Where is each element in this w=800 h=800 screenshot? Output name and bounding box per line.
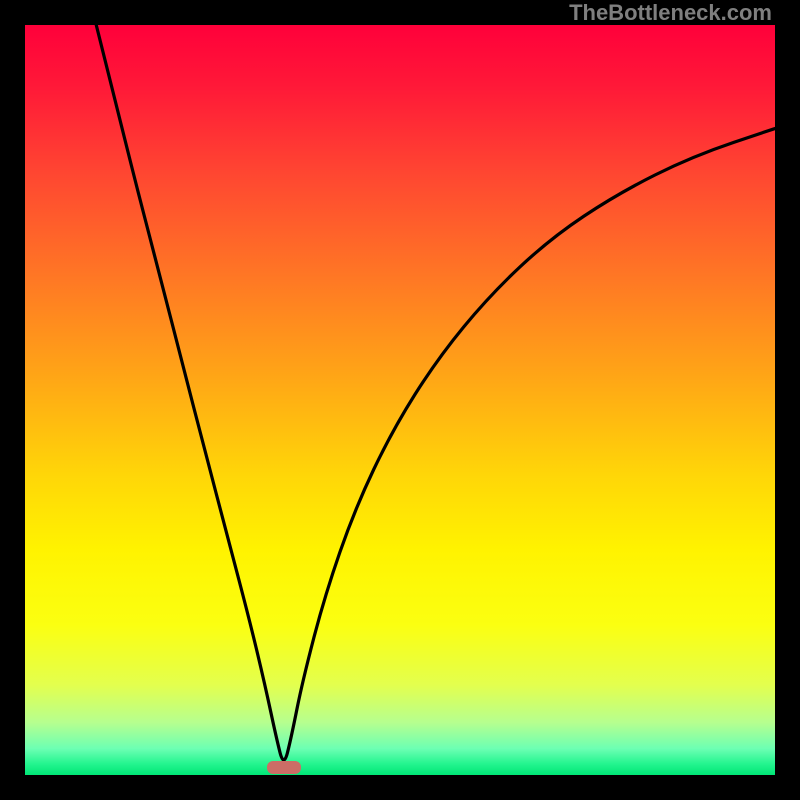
bottleneck-curve — [25, 25, 775, 775]
watermark-text: TheBottleneck.com — [569, 0, 772, 26]
chart-frame: TheBottleneck.com — [0, 0, 800, 800]
plot-area — [25, 25, 775, 775]
frame-border-right — [775, 0, 800, 800]
frame-border-left — [0, 0, 25, 800]
frame-border-bottom — [0, 775, 800, 800]
minimum-marker — [267, 761, 301, 775]
